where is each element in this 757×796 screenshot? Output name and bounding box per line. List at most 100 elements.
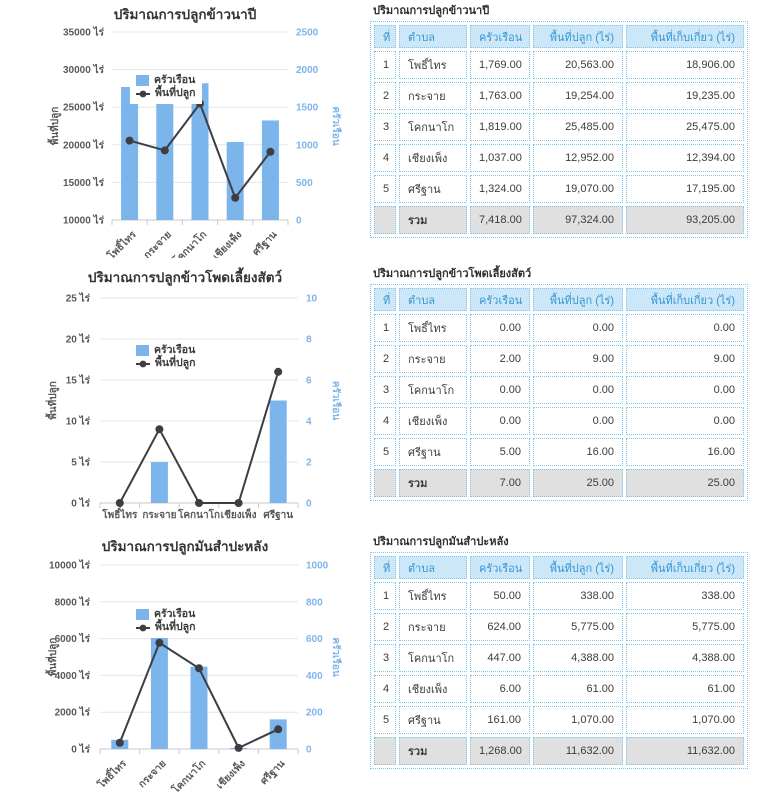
table-cell: รวม bbox=[399, 737, 467, 765]
line-point[interactable] bbox=[125, 136, 134, 145]
left-axis-tick-label: 5 ไร่ bbox=[71, 456, 90, 469]
table-cell: 25,485.00 bbox=[533, 113, 623, 141]
table-cell: 18,906.00 bbox=[626, 51, 744, 79]
legend-item-planted-area[interactable]: พื้นที่ปลูก bbox=[136, 621, 195, 634]
table-cell: 93,205.00 bbox=[626, 206, 744, 234]
legend-label: ครัวเรือน bbox=[154, 344, 196, 356]
table-row: 4 เชียงเพ็ง 6.00 61.00 61.00 bbox=[374, 675, 744, 703]
line-point[interactable] bbox=[234, 499, 243, 507]
left-axis-title: พื้นที่ปลูก bbox=[45, 381, 60, 420]
table-row: 4 เชียงเพ็ง 0.00 0.00 0.00 bbox=[374, 407, 744, 435]
table-cell: 12,952.00 bbox=[533, 144, 623, 172]
right-axis-tick-label: 1000 bbox=[306, 561, 329, 572]
table-cell: ศรีฐาน bbox=[399, 706, 467, 734]
chart-title: ปริมาณการปลูกข้าวนาปี bbox=[113, 7, 257, 22]
legend-item-planted-area[interactable]: พื้นที่ปลูก bbox=[136, 357, 195, 370]
bar-households[interactable] bbox=[190, 666, 208, 749]
bar-households[interactable] bbox=[261, 120, 279, 220]
right-axis-tick-label: 400 bbox=[306, 671, 323, 682]
table-cell: รวม bbox=[399, 469, 467, 497]
table-cell: 1,763.00 bbox=[470, 82, 530, 110]
bar-series-swatch-icon bbox=[136, 609, 149, 620]
line-point[interactable] bbox=[195, 664, 203, 673]
x-axis-label: โคกนาโก bbox=[177, 508, 220, 520]
table-cell: 0.00 bbox=[470, 376, 530, 404]
x-axis-label: เชียงเพ็ง bbox=[221, 507, 257, 520]
line-series-icon bbox=[136, 624, 150, 631]
line-point[interactable] bbox=[274, 367, 283, 376]
table-row: 1 โพธิ์ไทร 50.00 338.00 338.00 bbox=[374, 582, 744, 610]
line-point[interactable] bbox=[274, 725, 283, 734]
bar-households[interactable] bbox=[226, 142, 244, 220]
x-axis-label: เชียงเพ็ง bbox=[209, 227, 244, 258]
table-cell: กระจาย bbox=[399, 613, 467, 641]
line-point[interactable] bbox=[115, 738, 124, 747]
table-cell: 1,769.00 bbox=[470, 51, 530, 79]
table-cell: 5,775.00 bbox=[626, 613, 744, 641]
table-cell: 3 bbox=[374, 644, 396, 672]
table-cell: 0.00 bbox=[533, 407, 623, 435]
table-cell: 447.00 bbox=[470, 644, 530, 672]
line-point[interactable] bbox=[195, 499, 203, 507]
table-cell: 5.00 bbox=[470, 438, 530, 466]
table-cell: 0.00 bbox=[626, 314, 744, 342]
bar-series-swatch-icon bbox=[136, 75, 149, 86]
table-cell: 2 bbox=[374, 82, 396, 110]
right-axis-tick-label: 2000 bbox=[296, 65, 319, 76]
x-axis-label: กระจาย bbox=[142, 229, 174, 258]
table-row: 5 ศรีฐาน 161.00 1,070.00 1,070.00 bbox=[374, 706, 744, 734]
table-cell: 7.00 bbox=[470, 469, 530, 497]
legend-item-planted-area[interactable]: พื้นที่ปลูก bbox=[136, 87, 195, 100]
line-point[interactable] bbox=[234, 743, 243, 752]
table-cell: 4 bbox=[374, 407, 396, 435]
bar-households[interactable] bbox=[269, 719, 287, 749]
table-cell: 0.00 bbox=[470, 407, 530, 435]
table-row: 3 โคกนาโก 1,819.00 25,485.00 25,475.00 bbox=[374, 113, 744, 141]
left-axis-title: พื้นที่ปลูก bbox=[45, 638, 60, 677]
table-row: 3 โคกนาโก 447.00 4,388.00 4,388.00 bbox=[374, 644, 744, 672]
table-header-cell: ครัวเรือน bbox=[470, 556, 530, 579]
table-cell: 7,418.00 bbox=[470, 206, 530, 234]
table-cell: 16.00 bbox=[626, 438, 744, 466]
bar-households[interactable] bbox=[150, 462, 168, 503]
table-total-row: รวม 7.00 25.00 25.00 bbox=[374, 469, 744, 497]
table-cell: 5 bbox=[374, 438, 396, 466]
bar-households[interactable] bbox=[150, 634, 168, 749]
table-title: ปริมาณการปลูกมันสำปะหลัง bbox=[373, 536, 509, 548]
table-header-cell: ตำบล bbox=[399, 556, 467, 579]
line-point[interactable] bbox=[155, 425, 164, 434]
table-cell: 19,070.00 bbox=[533, 175, 623, 203]
table-title: ปริมาณการปลูกข้าวนาปี bbox=[373, 5, 490, 17]
table-cell: 11,632.00 bbox=[533, 737, 623, 765]
legend-item-households[interactable]: ครัวเรือน bbox=[136, 74, 195, 87]
line-point[interactable] bbox=[115, 499, 124, 507]
table-cell: 4 bbox=[374, 675, 396, 703]
table-cell: 1,070.00 bbox=[533, 706, 623, 734]
line-point[interactable] bbox=[266, 147, 275, 156]
line-point[interactable] bbox=[160, 146, 169, 155]
chart-legend: ครัวเรือน พื้นที่ปลูก bbox=[130, 71, 203, 104]
legend-item-households[interactable]: ครัวเรือน bbox=[136, 608, 195, 621]
legend-item-households[interactable]: ครัวเรือน bbox=[136, 344, 195, 357]
line-point[interactable] bbox=[155, 638, 164, 647]
table-header-cell: ที่ bbox=[374, 556, 396, 579]
table-cell: 2.00 bbox=[470, 345, 530, 373]
table-total-row: รวม 7,418.00 97,324.00 93,205.00 bbox=[374, 206, 744, 234]
table-cell: 4,388.00 bbox=[626, 644, 744, 672]
table-cell: รวม bbox=[399, 206, 467, 234]
right-axis-tick-label: 8 bbox=[306, 335, 312, 346]
chart-maize: ปริมาณการปลูกข้าวโพดเลี้ยงสัตว์ 0 ไร่ 0 5 … bbox=[0, 258, 370, 520]
data-table: ที่ ตำบล ครัวเรือน พื้นที่ปลูก (ไร่) พื้นที่… bbox=[370, 284, 748, 501]
table-header-cell: ตำบล bbox=[399, 288, 467, 311]
right-axis-tick-label: 500 bbox=[296, 178, 313, 189]
table-cell: 6.00 bbox=[470, 675, 530, 703]
table-cell: เชียงเพ็ง bbox=[399, 407, 467, 435]
right-axis-title: ครัวเรือน bbox=[330, 637, 342, 676]
table-header-row: ที่ ตำบล ครัวเรือน พื้นที่ปลูก (ไร่) พื้นที่… bbox=[374, 288, 744, 311]
table-cell: 1,324.00 bbox=[470, 175, 530, 203]
chart-title: ปริมาณการปลูกมันสำปะหลัง bbox=[101, 539, 269, 554]
bar-households[interactable] bbox=[269, 400, 287, 504]
bar-households[interactable] bbox=[121, 86, 139, 221]
line-point[interactable] bbox=[231, 193, 240, 202]
right-axis-tick-label: 0 bbox=[296, 216, 302, 227]
